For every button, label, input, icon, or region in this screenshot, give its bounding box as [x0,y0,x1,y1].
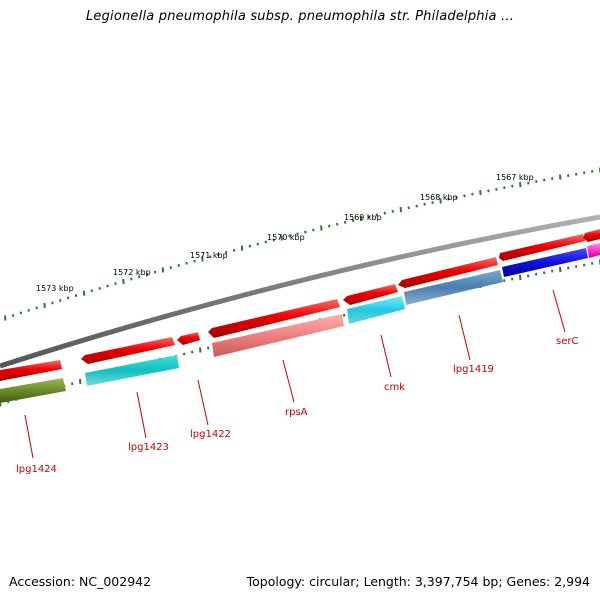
gene-label-lpg1424[interactable]: lpg1424 [16,464,57,475]
gene-arrow-lpg1423-forward[interactable] [81,337,175,364]
upper-scale-ticks [4,167,600,321]
gene-band-salmon[interactable] [212,314,344,357]
reverse-strand-track [0,243,600,403]
gene-arrow-lpg1424-forward[interactable] [0,360,62,381]
scale-label-1567: 1567 kbp [496,173,534,182]
leader-cmk [380,334,392,378]
topology-text: Topology: circular; Length: 3,397,754 bp… [246,574,590,589]
leader-rpsA [282,359,295,403]
scale-label-1573: 1573 kbp [36,284,74,293]
accession-text: Accession: NC_002942 [9,574,152,589]
gene-arrow-lpg1422-forward[interactable] [177,332,200,345]
gene-label-lpg1422[interactable]: lpg1422 [190,429,231,440]
gene-leader-lines [24,289,566,459]
gene-arrow-lpg1419-forward[interactable] [398,257,498,288]
leader-lpg1423 [136,391,147,439]
gene-arrow-rpsA-forward[interactable] [208,299,340,338]
scale-label-1570: 1570 kbp [267,233,305,242]
leader-lpg1419 [458,314,471,361]
gene-label-cmk[interactable]: cmk [384,382,405,393]
genome-backbone [0,214,600,369]
leader-serC [552,289,566,333]
gene-arrow-serC-forward[interactable] [499,234,585,261]
gene-band-teal[interactable] [85,355,179,386]
gene-label-rpsA[interactable]: rpsA [285,407,308,418]
gene-band-blue[interactable] [502,248,588,277]
leader-lpg1422 [197,379,209,426]
gene-label-lpg1423[interactable]: lpg1423 [128,442,169,453]
forward-strand-track [0,229,600,381]
leader-lpg1424 [24,414,34,459]
gene-band-cyan[interactable] [347,296,405,324]
gene-band-magenta[interactable] [587,243,600,258]
gene-band-olive[interactable] [0,378,66,403]
scale-label-1568: 1568 kbp [420,193,458,202]
gene-band-steel[interactable] [404,270,503,305]
scale-label-1572: 1572 kbp [113,268,151,277]
gene-label-lpg1419[interactable]: lpg1419 [453,364,494,375]
scale-label-1569: 1569 kbp [344,213,382,222]
gene-label-serC[interactable]: serC [556,336,578,347]
gene-arrow-far-right[interactable] [583,229,600,242]
gene-arrow-cmk-forward[interactable] [343,284,398,305]
map-title: Legionella pneumophila subsp. pneumophil… [85,9,515,24]
scale-label-1571: 1571 kbp [190,251,228,260]
